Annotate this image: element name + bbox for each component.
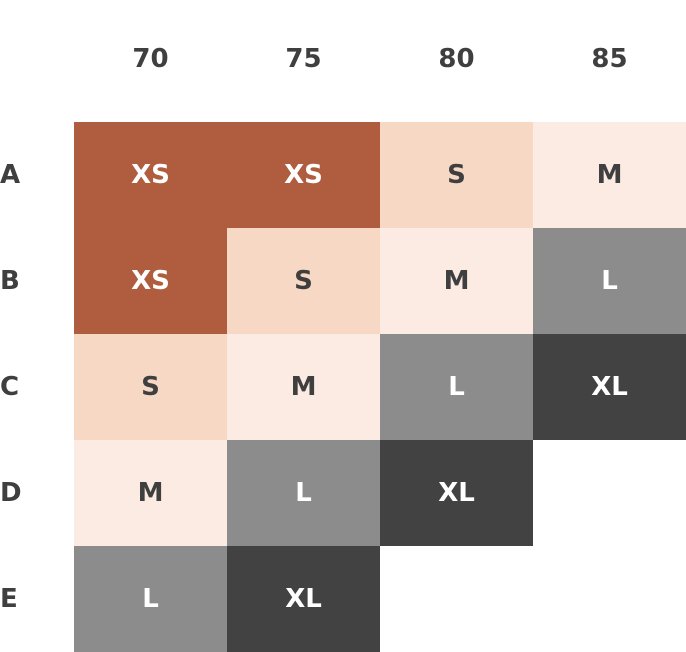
column-label: 75: [285, 44, 322, 74]
row-label: E: [0, 584, 18, 614]
row-label: C: [0, 372, 20, 402]
heatmap-cell: XS: [74, 228, 227, 334]
heatmap-cell: S: [227, 228, 380, 334]
column-label: 80: [438, 44, 475, 74]
heatmap-cell: XS: [227, 122, 380, 228]
row-label: B: [0, 266, 20, 296]
row-label: A: [0, 160, 21, 190]
heatmap-cell: M: [74, 440, 227, 546]
heatmap-cell: S: [380, 122, 533, 228]
column-label: 85: [591, 44, 628, 74]
row-label: D: [0, 478, 22, 508]
column-label: 70: [132, 44, 169, 74]
heatmap-cell: XL: [380, 440, 533, 546]
heatmap-cell: L: [533, 228, 686, 334]
heatmap-cell: M: [227, 334, 380, 440]
heatmap-cell: XL: [533, 334, 686, 440]
heatmap-cell: S: [74, 334, 227, 440]
heatmap-cell: XS: [74, 122, 227, 228]
heatmap-cell: L: [227, 440, 380, 546]
heatmap-cell: XL: [227, 546, 380, 652]
heatmap-cell: L: [380, 334, 533, 440]
heatmap-cell: M: [533, 122, 686, 228]
heatmap-cell: L: [74, 546, 227, 652]
heatmap-cell: M: [380, 228, 533, 334]
